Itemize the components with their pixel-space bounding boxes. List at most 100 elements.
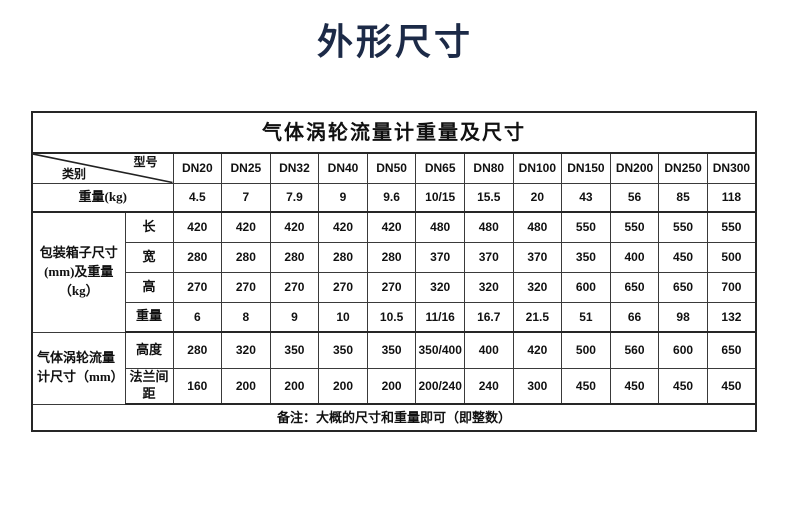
dn-column-header: DN40 xyxy=(318,152,368,184)
value-cell: 200 xyxy=(269,367,320,405)
value-cell: 600 xyxy=(658,331,708,369)
value-cell: 10.5 xyxy=(366,301,417,333)
value-cell: 98 xyxy=(658,301,708,333)
value-cell: 420 xyxy=(318,211,368,243)
value-cell: 500 xyxy=(706,241,757,273)
value-cell: 51 xyxy=(561,301,611,333)
value-cell: 6 xyxy=(172,301,223,333)
value-cell: 650 xyxy=(706,331,757,369)
value-cell: 43 xyxy=(561,182,611,213)
corner-label-model: 型号 xyxy=(133,155,158,169)
dn-column-header: DN25 xyxy=(221,152,271,184)
value-cell: 7.9 xyxy=(269,182,320,213)
dn-column-header: DN65 xyxy=(415,152,465,184)
value-cell: 370 xyxy=(512,241,563,273)
value-cell: 400 xyxy=(609,241,660,273)
dn-column-header: DN20 xyxy=(172,152,223,184)
row-label: 重量 xyxy=(124,301,174,333)
row-label: 高度 xyxy=(124,331,174,369)
value-cell: 200 xyxy=(221,367,271,405)
value-cell: 600 xyxy=(561,271,611,303)
value-cell: 650 xyxy=(658,271,708,303)
value-cell: 350/400 xyxy=(415,331,465,369)
value-cell: 550 xyxy=(706,211,757,243)
row-label: 法兰间距 xyxy=(124,367,174,405)
value-cell: 480 xyxy=(463,211,514,243)
value-cell: 400 xyxy=(463,331,514,369)
value-cell: 280 xyxy=(269,241,320,273)
value-cell: 21.5 xyxy=(512,301,563,333)
value-cell: 320 xyxy=(415,271,465,303)
row-label: 高 xyxy=(124,271,174,303)
value-cell: 350 xyxy=(269,331,320,369)
value-cell: 650 xyxy=(609,271,660,303)
value-cell: 270 xyxy=(172,271,223,303)
value-cell: 550 xyxy=(609,211,660,243)
value-cell: 480 xyxy=(415,211,465,243)
value-cell: 132 xyxy=(706,301,757,333)
value-cell: 370 xyxy=(463,241,514,273)
value-cell: 270 xyxy=(221,271,271,303)
value-cell: 10/15 xyxy=(415,182,465,213)
value-cell: 200 xyxy=(318,367,368,405)
value-cell: 9 xyxy=(269,301,320,333)
value-cell: 280 xyxy=(172,331,223,369)
value-cell: 420 xyxy=(172,211,223,243)
table-title: 气体涡轮流量计重量及尺寸 xyxy=(31,111,757,154)
value-cell: 16.7 xyxy=(463,301,514,333)
value-cell: 420 xyxy=(366,211,417,243)
value-cell: 200 xyxy=(366,367,417,405)
value-cell: 350 xyxy=(561,241,611,273)
value-cell: 280 xyxy=(318,241,368,273)
dn-column-header: DN100 xyxy=(512,152,563,184)
row-label: 重量(kg) xyxy=(31,182,174,213)
dn-column-header: DN150 xyxy=(561,152,611,184)
value-cell: 450 xyxy=(706,367,757,405)
table-note: 备注：大概的尺寸和重量即可（即整数） xyxy=(31,403,757,432)
value-cell: 450 xyxy=(658,367,708,405)
value-cell: 420 xyxy=(512,331,563,369)
value-cell: 270 xyxy=(318,271,368,303)
value-cell: 270 xyxy=(366,271,417,303)
dn-column-header: DN32 xyxy=(269,152,320,184)
spec-table: 气体涡轮流量计重量及尺寸 型号 类别 DN20 DN25 DN32 DN40 DN50 DN65… xyxy=(31,111,757,432)
value-cell: 15.5 xyxy=(463,182,514,213)
value-cell: 7 xyxy=(221,182,271,213)
value-cell: 550 xyxy=(561,211,611,243)
value-cell: 370 xyxy=(415,241,465,273)
value-cell: 560 xyxy=(609,331,660,369)
dn-column-header: DN300 xyxy=(706,152,757,184)
value-cell: 56 xyxy=(609,182,660,213)
value-cell: 4.5 xyxy=(172,182,223,213)
value-cell: 9 xyxy=(318,182,368,213)
value-cell: 450 xyxy=(658,241,708,273)
value-cell: 160 xyxy=(172,367,223,405)
value-cell: 66 xyxy=(609,301,660,333)
value-cell: 300 xyxy=(512,367,563,405)
dn-column-header: DN80 xyxy=(463,152,514,184)
row-label: 长 xyxy=(124,211,174,243)
value-cell: 240 xyxy=(463,367,514,405)
value-cell: 320 xyxy=(221,331,271,369)
diagonal-divider-line xyxy=(33,154,173,183)
corner-header-cell: 型号类别 xyxy=(31,152,174,184)
value-cell: 9.6 xyxy=(366,182,417,213)
dn-column-header: DN50 xyxy=(366,152,417,184)
value-cell: 480 xyxy=(512,211,563,243)
value-cell: 11/16 xyxy=(415,301,465,333)
page-title: 外形尺寸 xyxy=(316,21,473,62)
value-cell: 320 xyxy=(463,271,514,303)
value-cell: 500 xyxy=(561,331,611,369)
value-cell: 350 xyxy=(366,331,417,369)
corner-label-category: 类别 xyxy=(62,166,87,181)
value-cell: 20 xyxy=(512,182,563,213)
value-cell: 280 xyxy=(172,241,223,273)
value-cell: 270 xyxy=(269,271,320,303)
value-cell: 200/240 xyxy=(415,367,465,405)
value-cell: 118 xyxy=(706,182,757,213)
value-cell: 450 xyxy=(609,367,660,405)
value-cell: 420 xyxy=(221,211,271,243)
value-cell: 8 xyxy=(221,301,271,333)
value-cell: 550 xyxy=(658,211,708,243)
